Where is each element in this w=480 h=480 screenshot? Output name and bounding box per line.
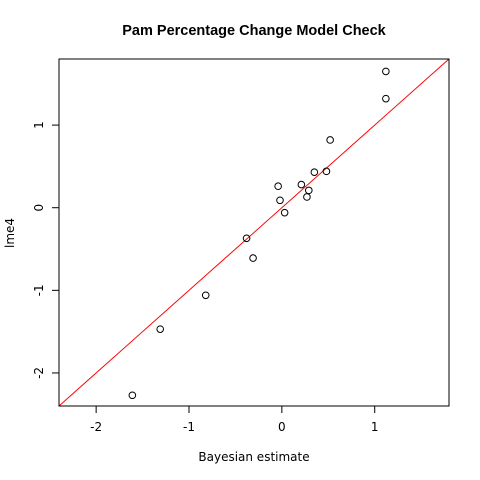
plot-frame (58, 58, 450, 407)
data-point-6 (297, 180, 306, 189)
x-tick-label-0: 0 (278, 420, 286, 434)
chart-title: Pam Percentage Change Model Check (122, 23, 386, 39)
y-axis-label: lme4 (3, 218, 17, 248)
data-point-12 (242, 234, 251, 243)
data-point-16 (128, 391, 137, 400)
data-point-9 (274, 182, 282, 191)
x-axis-label: Bayesian estimate (198, 450, 309, 464)
data-point-1 (382, 67, 390, 76)
x-tick-label-1: 1 (371, 420, 379, 434)
data-point-13 (249, 254, 257, 262)
data-point-11 (280, 208, 289, 217)
plot-area: -2 -1 0 1 -2 -1 0 1 (32, 58, 450, 434)
data-point-10 (276, 196, 284, 205)
data-point-15 (156, 325, 165, 333)
y-tick-label--2: -2 (32, 367, 46, 379)
data-point-5 (310, 168, 319, 176)
x-tick-label--2: -2 (90, 420, 102, 434)
data-point-4 (322, 167, 331, 176)
reference-line (59, 59, 449, 406)
data-point-3 (326, 136, 334, 144)
y-tick-label-0: 0 (32, 204, 46, 212)
data-point-2 (382, 94, 390, 103)
data-point-8 (303, 193, 311, 201)
data-point-14 (201, 291, 210, 300)
x-tick-label--1: -1 (183, 420, 195, 434)
y-tick-label--1: -1 (32, 284, 46, 296)
y-tick-label-1: 1 (32, 121, 46, 129)
